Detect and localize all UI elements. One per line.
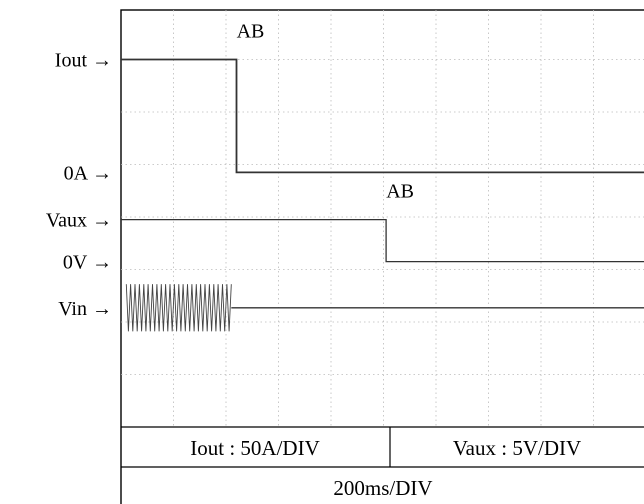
vaux-annotation: AB <box>386 181 414 203</box>
vin-ripple-trace <box>125 284 232 332</box>
channel-marker-label: Iout → <box>55 50 112 72</box>
scope-frame <box>120 9 644 504</box>
time-scale-label: 200ms/DIV <box>333 476 432 500</box>
channel-marker-label: Vin → <box>58 298 112 320</box>
vaux-trace <box>121 218 644 263</box>
iout-scale-label: Iout : 50A/DIV <box>190 436 320 460</box>
grid <box>121 10 644 427</box>
channel-marker-label: Vaux → <box>46 210 112 232</box>
iout-trace <box>121 58 644 174</box>
channel-marker-label: 0V → <box>63 252 112 274</box>
traces: AB AB <box>121 21 644 332</box>
iout-annotation: AB <box>237 21 265 43</box>
vaux-scale-label: Vaux : 5V/DIV <box>453 436 581 460</box>
channel-markers: Iout → 0A → Vaux → 0V → Vin → <box>46 50 112 320</box>
channel-marker-label: 0A → <box>64 162 112 184</box>
